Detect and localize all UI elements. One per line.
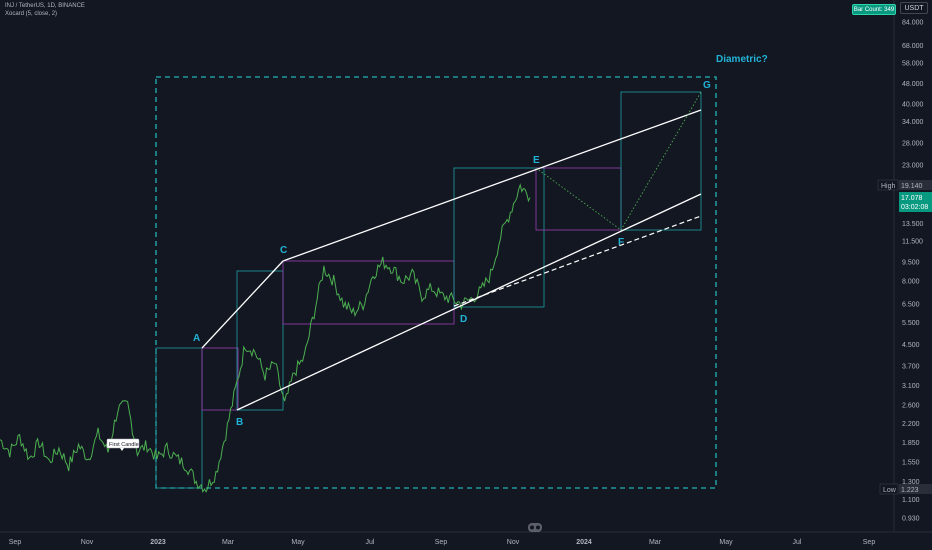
price-scale-label: 23.000	[902, 162, 924, 169]
upper-trendline	[282, 109, 702, 262]
price-scale-label: 8.000	[902, 279, 920, 286]
indicator-legend[interactable]: Xocard (5, close, 2)	[5, 11, 58, 17]
price-scale-label: 48.000	[902, 81, 924, 88]
dotted-f-g	[620, 91, 702, 231]
price-scale-label: 13.500	[902, 221, 924, 228]
dashed-trendline	[453, 215, 702, 307]
time-axis-label: Jul	[793, 539, 802, 546]
price-scale-label: 1.300	[902, 479, 920, 486]
wave-label-d: D	[460, 314, 467, 325]
wave-label-a: A	[193, 333, 200, 344]
wave-line-a-c	[201, 260, 284, 349]
wave-label-f: F	[618, 237, 624, 248]
price-scale-label: 2.200	[902, 421, 920, 428]
high-tag-box	[877, 179, 899, 191]
time-axis-label: May	[719, 539, 733, 546]
outer-dashed-box	[155, 76, 717, 489]
wave-label-g: G	[703, 80, 711, 91]
low-value: 1.223	[901, 487, 919, 494]
first-candle-pointer	[120, 448, 124, 451]
currency-button[interactable]: USDT	[900, 2, 928, 14]
wave-label-e: E	[533, 155, 540, 166]
time-axis-label: Nov	[81, 539, 94, 546]
price-scale-label: 4.500	[902, 342, 920, 349]
price-scale-label: 28.000	[902, 141, 924, 148]
wave-label-c: C	[280, 245, 287, 256]
bar-count-button[interactable]: Bar Count: 349	[852, 4, 896, 15]
bar-countdown: 03:02:08	[901, 204, 928, 211]
price-scale-label: 68.000	[902, 43, 924, 50]
price-scale-label: 1.850	[902, 440, 920, 447]
time-axis-label: 2023	[150, 539, 166, 546]
last-price: 17.078	[901, 195, 923, 202]
time-axis-label: May	[291, 539, 305, 546]
price-scale-label: 3.100	[902, 383, 920, 390]
time-axis-label: Nov	[507, 539, 520, 546]
time-axis[interactable]: Sep Nov 2023 Mar May Jul Sep Nov 2024 Mar May Jul Se…	[9, 539, 876, 546]
price-scale-label: 1.100	[902, 497, 920, 504]
price-scale-label: 2.600	[902, 402, 920, 409]
time-axis-label: Sep	[435, 539, 448, 546]
time-axis-label: Mar	[649, 539, 662, 546]
price-scale-label: 0.930	[902, 516, 920, 523]
high-value: 19.140	[901, 183, 923, 190]
price-scale-label: 3.700	[902, 364, 920, 371]
price-scale-label: 1.550	[902, 459, 920, 466]
price-scale-label: 9.500	[902, 260, 920, 267]
first-candle-text: First Candle	[109, 442, 139, 448]
symbol-legend[interactable]: INJ / TetherUS, 1D, BINANCE	[5, 3, 85, 9]
price-scale-label: 34.000	[902, 119, 924, 126]
price-scale-label: 84.000	[902, 20, 924, 27]
time-axis-label: Sep	[863, 539, 876, 546]
price-scale-label: 5.500	[902, 320, 920, 327]
price-scale[interactable]: 84.000 68.000 58.000 48.000 40.000 34.000 28.0…	[902, 20, 924, 523]
box-teal-3	[453, 167, 545, 308]
time-axis-label: Sep	[9, 539, 22, 546]
box-teal-2	[236, 270, 284, 411]
box-teal-4	[620, 91, 702, 231]
price-scale-label: 40.000	[902, 101, 924, 108]
low-tag: Low	[883, 487, 897, 494]
time-axis-label: Mar	[222, 539, 235, 546]
annotation-title: Diametric?	[716, 54, 768, 65]
price-scale-label: 11.500	[902, 239, 923, 246]
wave-label-b: B	[236, 417, 243, 428]
box-teal-1	[155, 347, 203, 489]
high-value-box	[899, 180, 932, 190]
low-value-box	[899, 484, 932, 494]
tradingview-logo-icon[interactable]	[528, 523, 542, 532]
first-candle-note[interactable]: First Candle	[106, 438, 140, 451]
time-axis-label: Jul	[366, 539, 375, 546]
price-scale-label: 6.500	[902, 301, 920, 308]
last-price-badge	[899, 192, 932, 212]
high-tag: High	[881, 183, 896, 190]
dotted-e-f	[535, 167, 622, 231]
lower-trendline	[236, 193, 702, 411]
low-tag-box	[879, 483, 899, 495]
price-series-line	[0, 183, 531, 493]
time-axis-label: 2024	[576, 539, 592, 546]
price-scale-label: 58.000	[902, 60, 924, 67]
